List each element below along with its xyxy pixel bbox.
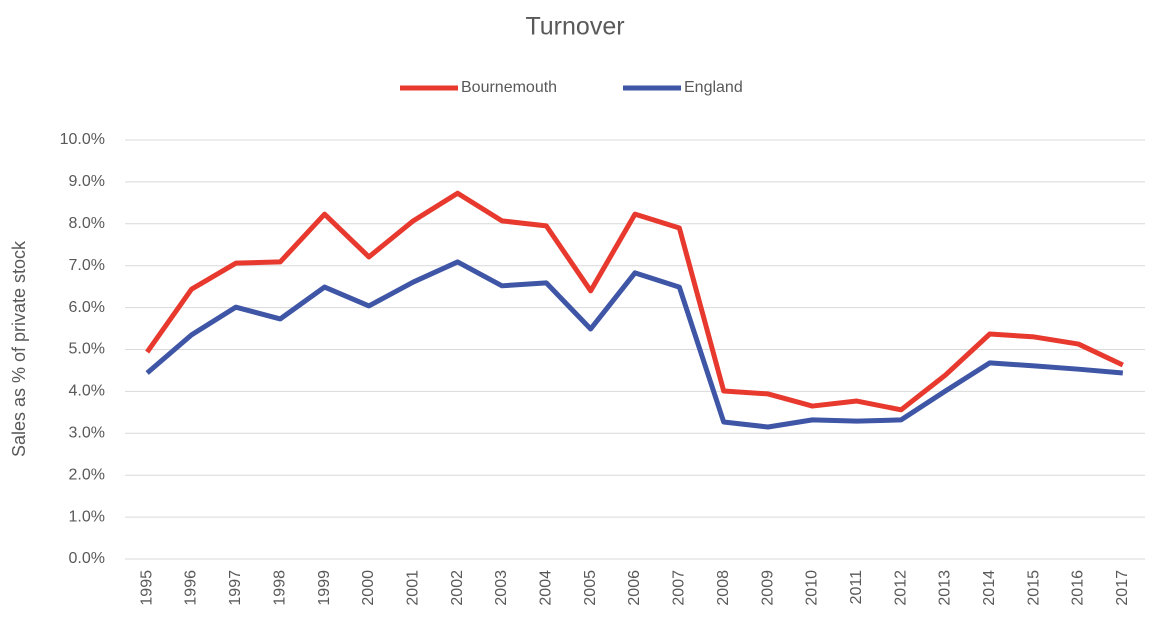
x-tick-label: 2003 (493, 570, 510, 606)
y-tick-label: 1.0% (69, 508, 105, 525)
x-tick-label: 1996 (183, 570, 200, 606)
x-tick-label: 1999 (316, 570, 333, 606)
x-tick-label: 2012 (892, 570, 909, 606)
y-tick-label: 6.0% (69, 299, 105, 316)
y-tick-label: 10.0% (60, 131, 105, 148)
y-tick-label: 9.0% (69, 173, 105, 190)
series-line (145, 259, 1124, 430)
y-axis-label: Sales as % of private stock (9, 240, 29, 457)
x-tick-label: 2005 (582, 570, 599, 606)
x-tick-label: 2011 (848, 570, 865, 605)
y-tick-label: 7.0% (69, 257, 105, 274)
y-tick-label: 3.0% (69, 425, 105, 442)
x-tick-label: 2017 (1114, 570, 1131, 606)
legend-label: England (684, 79, 743, 96)
x-tick-label: 2013 (937, 570, 954, 606)
x-tick-label: 2008 (715, 570, 732, 606)
y-tick-label: 2.0% (69, 466, 105, 483)
x-tick-label: 2007 (671, 570, 688, 606)
y-tick-label: 0.0% (69, 550, 105, 567)
x-tick-label: 2000 (360, 570, 377, 606)
x-tick-label: 2001 (404, 570, 421, 606)
x-tick-label: 2010 (804, 570, 821, 606)
x-tick-label: 1995 (138, 570, 155, 606)
legend-label: Bournemouth (461, 79, 557, 96)
series-line (145, 190, 1124, 413)
y-tick-label: 5.0% (69, 341, 105, 358)
y-tick-label: 4.0% (69, 383, 105, 400)
y-tick-label: 8.0% (69, 215, 105, 232)
x-tick-label: 2009 (759, 570, 776, 606)
x-tick-label: 2006 (626, 570, 643, 606)
x-tick-label: 1998 (271, 570, 288, 606)
x-tick-label: 2004 (538, 570, 555, 606)
chart-title: Turnover (525, 13, 624, 41)
x-tick-label: 2016 (1070, 570, 1087, 606)
x-tick-label: 2014 (981, 570, 998, 606)
x-tick-label: 2015 (1025, 570, 1042, 606)
x-tick-label: 1997 (227, 570, 244, 606)
x-tick-label: 2002 (449, 570, 466, 606)
